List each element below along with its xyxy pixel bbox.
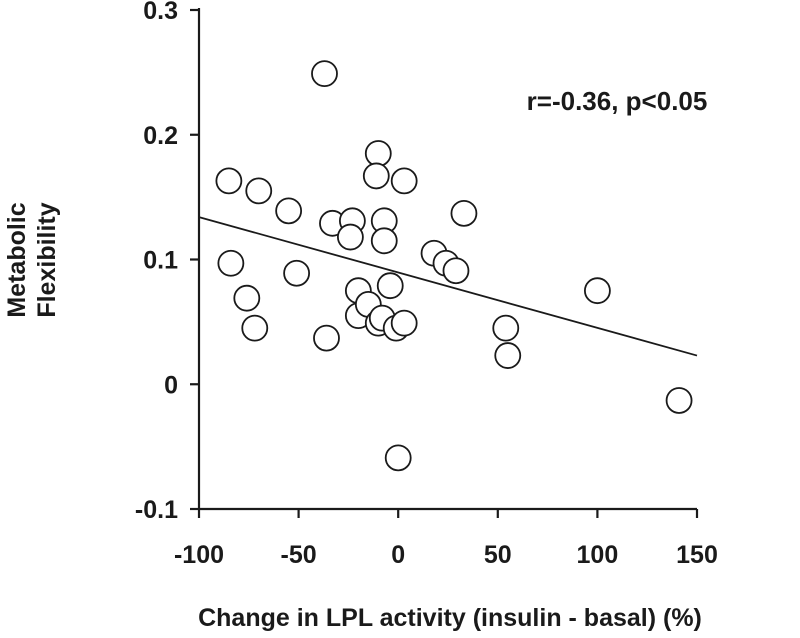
y-axis-title-line-1: Metabolic bbox=[3, 202, 31, 317]
data-point bbox=[311, 60, 338, 88]
y-tick-label: -0.1 bbox=[135, 496, 178, 524]
data-point bbox=[275, 197, 303, 225]
x-tick-label: 0 bbox=[391, 541, 405, 569]
data-point bbox=[283, 259, 311, 287]
data-point bbox=[245, 177, 273, 205]
points-group bbox=[215, 60, 693, 472]
x-axis-title: Change in LPL activity (insulin - basal)… bbox=[198, 604, 702, 632]
data-point bbox=[390, 309, 418, 337]
y-tick-label: 0.1 bbox=[143, 247, 178, 275]
x-tick-label: 100 bbox=[577, 541, 619, 569]
data-point bbox=[384, 444, 412, 472]
data-point bbox=[492, 314, 520, 342]
y-axis-title-line-2: Flexibility bbox=[33, 202, 61, 317]
data-point bbox=[364, 140, 392, 167]
data-point bbox=[370, 227, 398, 255]
data-point bbox=[665, 387, 693, 414]
x-tick-label: 150 bbox=[676, 541, 718, 569]
data-point bbox=[584, 277, 611, 305]
data-point bbox=[450, 199, 478, 227]
x-tick-label: 50 bbox=[484, 541, 512, 569]
regression-line bbox=[198, 216, 698, 357]
x-tick-label: -100 bbox=[174, 541, 224, 569]
correlation-annotation: r=-0.36, p<0.05 bbox=[527, 86, 708, 116]
y-tick-label: 0.2 bbox=[143, 122, 178, 150]
data-point bbox=[217, 249, 245, 277]
data-point bbox=[390, 167, 418, 195]
data-point bbox=[215, 167, 243, 195]
x-tick-label: -50 bbox=[281, 541, 317, 569]
y-tick-label: 0 bbox=[164, 371, 178, 399]
ticks: -0.1 0 0.1 0.2 0.3 -100 -50 0 50 100 150 bbox=[135, 0, 718, 569]
data-point bbox=[233, 284, 261, 312]
data-point bbox=[376, 272, 404, 300]
data-point bbox=[442, 257, 470, 285]
data-point bbox=[241, 314, 269, 342]
data-point bbox=[313, 324, 340, 352]
data-point bbox=[362, 162, 390, 190]
y-tick-label: 0.3 bbox=[143, 0, 178, 25]
data-point bbox=[336, 223, 364, 251]
fit-line-group bbox=[198, 216, 698, 357]
data-point bbox=[494, 342, 522, 369]
y-axis-title: Metabolic Flexibility bbox=[3, 202, 61, 317]
